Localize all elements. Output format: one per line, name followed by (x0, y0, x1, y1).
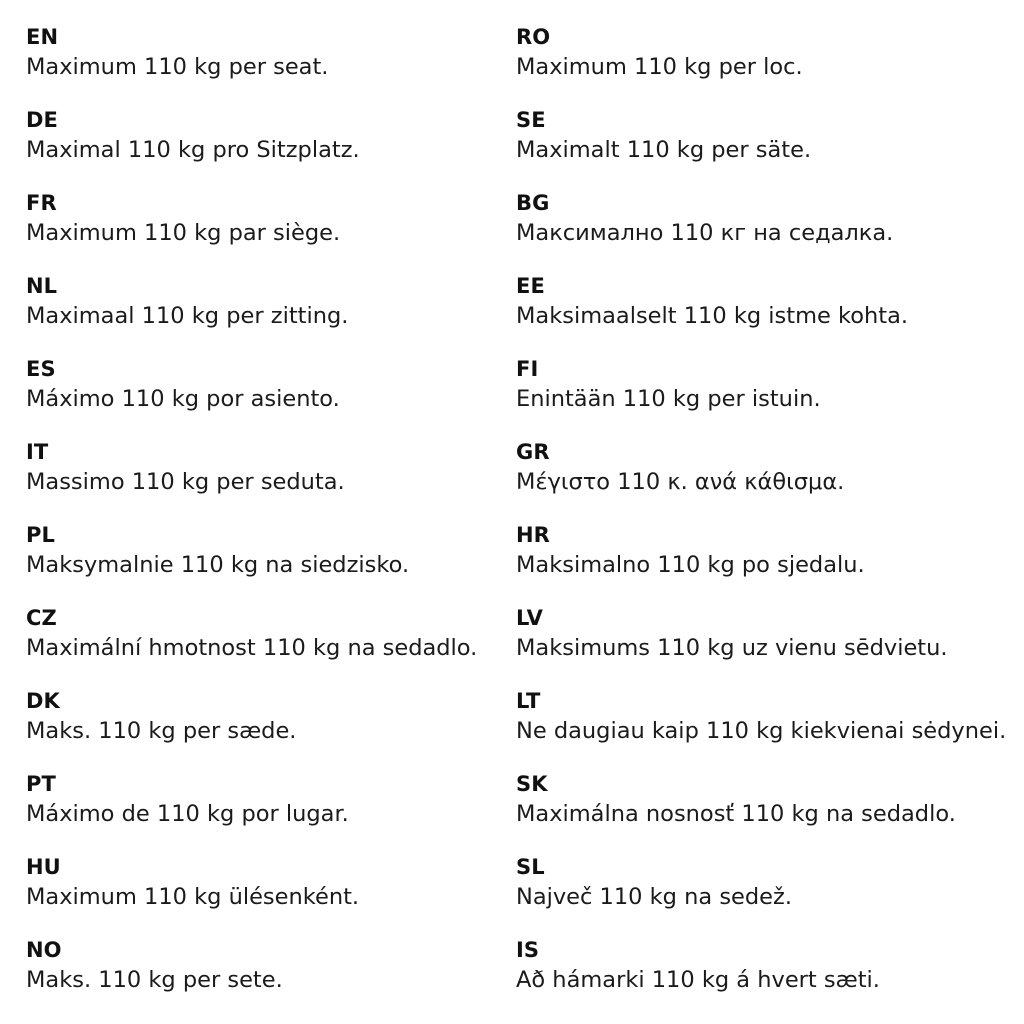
lang-code-sk: SK (516, 772, 548, 796)
lang-code-fr: FR (26, 191, 57, 215)
lang-entry-ro: RO Maximum 110 kg per loc. (516, 25, 1010, 108)
lang-entry-lv: LV Maksimums 110 kg uz vienu sēdvietu. (516, 606, 1010, 689)
lang-code-cz: CZ (26, 606, 57, 630)
lang-text-pl: Maksymalnie 110 kg na siedzisko. (26, 552, 410, 578)
lang-text-se: Maximalt 110 kg per säte. (516, 137, 812, 163)
lang-text-lt: Ne daugiau kaip 110 kg kiekvienai sėdyne… (516, 718, 1007, 744)
lang-code-en: EN (26, 25, 59, 49)
lang-entry-dk: DK Maks. 110 kg per sæde. (26, 689, 516, 772)
lang-text-dk: Maks. 110 kg per sæde. (26, 718, 297, 744)
lang-entry-ee: EE Maksimaalselt 110 kg istme kohta. (516, 274, 1010, 357)
lang-code-sl: SL (516, 855, 545, 879)
lang-entry-sl: SL Največ 110 kg na sedež. (516, 855, 1010, 938)
lang-entry-nl: NL Maximaal 110 kg per zitting. (26, 274, 516, 357)
lang-code-ro: RO (516, 25, 551, 49)
lang-text-it: Massimo 110 kg per seduta. (26, 469, 345, 495)
lang-entry-pl: PL Maksymalnie 110 kg na siedzisko. (26, 523, 516, 606)
lang-entry-is: IS Að hámarki 110 kg á hvert sæti. (516, 938, 1010, 1021)
lang-text-ro: Maximum 110 kg per loc. (516, 54, 803, 80)
lang-code-bg: BG (516, 191, 550, 215)
lang-entry-fi: FI Enintään 110 kg per istuin. (516, 357, 1010, 440)
lang-entry-lt: LT Ne daugiau kaip 110 kg kiekvienai sėd… (516, 689, 1010, 772)
lang-text-bg: Максимално 110 кг на седалка. (516, 220, 894, 246)
lang-code-de: DE (26, 108, 58, 132)
lang-code-lv: LV (516, 606, 543, 630)
lang-code-es: ES (26, 357, 56, 381)
lang-entry-cz: CZ Maximální hmotnost 110 kg na sedadlo. (26, 606, 516, 689)
lang-entry-hr: HR Maksimalno 110 kg po sjedalu. (516, 523, 1010, 606)
lang-text-no: Maks. 110 kg per sete. (26, 967, 283, 993)
lang-entry-pt: PT Máximo de 110 kg por lugar. (26, 772, 516, 855)
lang-text-es: Máximo 110 kg por asiento. (26, 386, 340, 412)
lang-text-fi: Enintään 110 kg per istuin. (516, 386, 821, 412)
lang-entry-gr: GR Μέγιστο 110 κ. ανά κάθισμα. (516, 440, 1010, 523)
lang-text-nl: Maximaal 110 kg per zitting. (26, 303, 349, 329)
lang-text-de: Maximal 110 kg pro Sitzplatz. (26, 137, 360, 163)
lang-code-gr: GR (516, 440, 550, 464)
lang-entry-it: IT Massimo 110 kg per seduta. (26, 440, 516, 523)
lang-text-cz: Maximální hmotnost 110 kg na sedadlo. (26, 635, 478, 661)
lang-code-hu: HU (26, 855, 61, 879)
lang-text-ee: Maksimaalselt 110 kg istme kohta. (516, 303, 909, 329)
lang-entry-se: SE Maximalt 110 kg per säte. (516, 108, 1010, 191)
lang-entry-fr: FR Maximum 110 kg par siège. (26, 191, 516, 274)
lang-text-pt: Máximo de 110 kg por lugar. (26, 801, 349, 827)
lang-text-gr: Μέγιστο 110 κ. ανά κάθισμα. (516, 469, 845, 495)
lang-code-is: IS (516, 938, 540, 962)
lang-code-dk: DK (26, 689, 60, 713)
notice-column-right: RO Maximum 110 kg per loc. SE Maximalt 1… (516, 25, 1010, 1021)
lang-text-hr: Maksimalno 110 kg po sjedalu. (516, 552, 865, 578)
lang-code-nl: NL (26, 274, 58, 298)
lang-entry-bg: BG Максимално 110 кг на седалка. (516, 191, 1010, 274)
lang-code-lt: LT (516, 689, 541, 713)
lang-text-sl: Največ 110 kg na sedež. (516, 884, 792, 910)
lang-code-no: NO (26, 938, 62, 962)
lang-entry-sk: SK Maximálna nosnosť 110 kg na sedadlo. (516, 772, 1010, 855)
lang-entry-hu: HU Maximum 110 kg ülésenként. (26, 855, 516, 938)
lang-entry-de: DE Maximal 110 kg pro Sitzplatz. (26, 108, 516, 191)
lang-entry-es: ES Máximo 110 kg por asiento. (26, 357, 516, 440)
notice-column-left: EN Maximum 110 kg per seat. DE Maximal 1… (26, 25, 516, 1021)
lang-text-lv: Maksimums 110 kg uz vienu sēdvietu. (516, 635, 948, 661)
lang-code-hr: HR (516, 523, 550, 547)
lang-entry-no: NO Maks. 110 kg per sete. (26, 938, 516, 1021)
lang-text-is: Að hámarki 110 kg á hvert sæti. (516, 967, 880, 993)
lang-code-ee: EE (516, 274, 545, 298)
lang-text-en: Maximum 110 kg per seat. (26, 54, 329, 80)
lang-code-it: IT (26, 440, 49, 464)
lang-code-pl: PL (26, 523, 55, 547)
lang-text-sk: Maximálna nosnosť 110 kg na sedadlo. (516, 801, 956, 827)
lang-text-hu: Maximum 110 kg ülésenként. (26, 884, 360, 910)
lang-text-fr: Maximum 110 kg par siège. (26, 220, 341, 246)
lang-entry-en: EN Maximum 110 kg per seat. (26, 25, 516, 108)
lang-code-se: SE (516, 108, 546, 132)
notice-columns: EN Maximum 110 kg per seat. DE Maximal 1… (26, 25, 1010, 1021)
lang-code-fi: FI (516, 357, 539, 381)
lang-code-pt: PT (26, 772, 56, 796)
